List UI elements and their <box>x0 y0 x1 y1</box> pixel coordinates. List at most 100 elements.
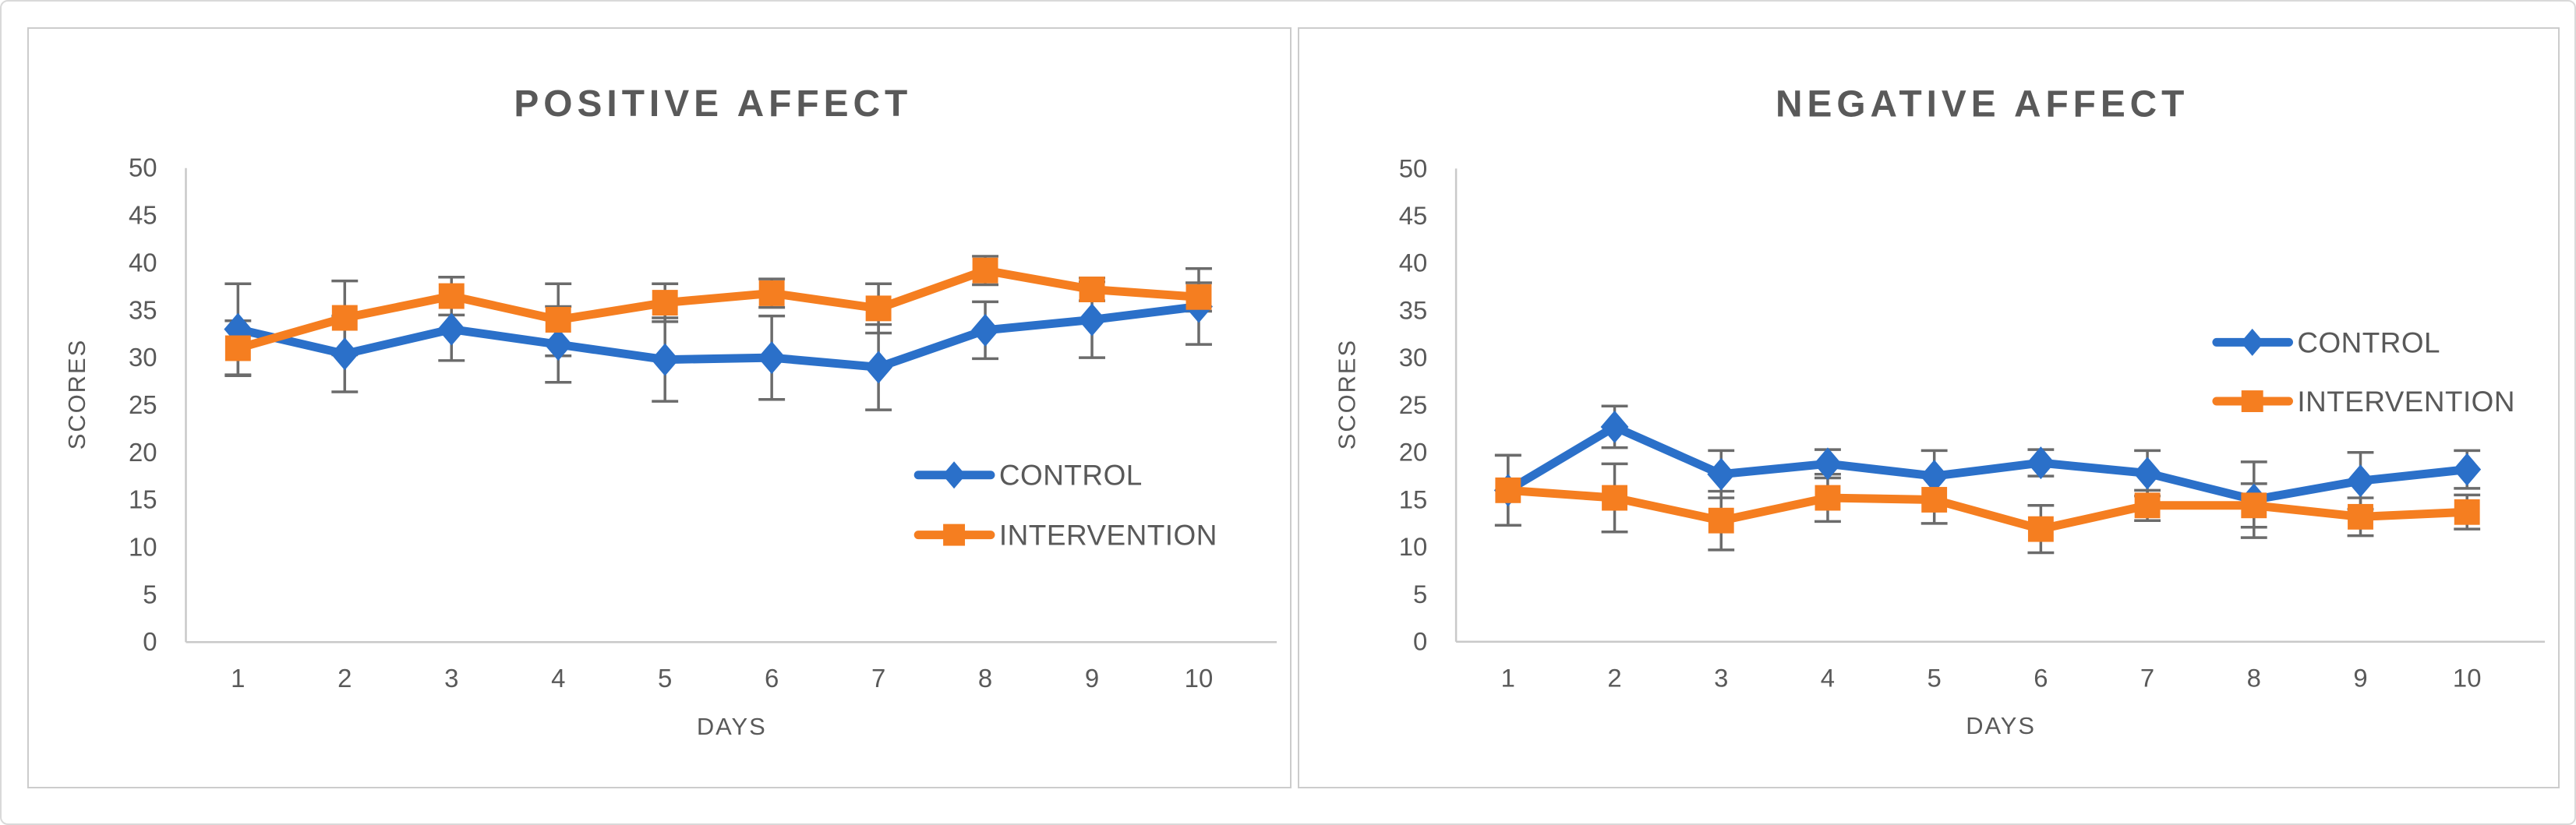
legend-item-intervention: INTERVENTION <box>913 520 1217 552</box>
y-tick-label: 30 <box>1399 343 1428 372</box>
x-tick-label: 7 <box>2140 663 2154 692</box>
legend-marker <box>942 461 966 489</box>
x-tick-label: 6 <box>2034 663 2048 692</box>
x-tick-label: 4 <box>1821 663 1835 692</box>
intervention-data-point-marker <box>1708 507 1734 534</box>
y-axis-title: SCORES <box>63 339 90 450</box>
intervention-data-point-marker <box>1815 485 1841 511</box>
y-tick-label: 15 <box>1399 485 1428 513</box>
intervention-data-point-marker <box>545 307 571 333</box>
x-tick-label: 8 <box>978 664 992 693</box>
intervention-data-point-marker <box>2134 492 2161 519</box>
control-data-point-marker <box>2133 457 2162 490</box>
x-tick-label: 2 <box>337 664 352 693</box>
legend-label: INTERVENTION <box>999 520 1217 552</box>
legend-label: INTERVENTION <box>2297 386 2515 418</box>
y-tick-label: 50 <box>129 153 157 182</box>
control-data-point-marker <box>2453 453 2482 486</box>
y-axis-title: SCORES <box>1334 339 1361 450</box>
x-tick-label: 10 <box>1185 664 1214 693</box>
legend-marker <box>2240 328 2264 356</box>
control-data-point-marker <box>2027 446 2055 480</box>
x-tick-label: 2 <box>1607 663 1621 692</box>
y-tick-label: 35 <box>1399 295 1428 324</box>
legend-label: CONTROL <box>999 460 1143 492</box>
control-data-point-marker <box>1814 447 1842 481</box>
control-data-point-marker <box>971 313 1000 347</box>
control-data-point-marker <box>1078 303 1106 337</box>
legend-marker <box>943 524 966 546</box>
intervention-data-point-marker <box>758 280 785 306</box>
legend-label: CONTROL <box>2297 326 2440 358</box>
intervention-data-point-marker <box>2241 492 2267 519</box>
intervention-data-point-marker <box>2454 499 2480 525</box>
intervention-data-point-marker <box>1921 487 1948 513</box>
intervention-data-point-marker <box>1079 277 1105 302</box>
intervention-data-point-marker <box>438 283 465 309</box>
control-data-point-marker <box>1920 460 1949 493</box>
legend-item-control: CONTROL <box>2212 326 2440 358</box>
y-tick-label: 25 <box>129 390 157 419</box>
intervention-data-point-marker <box>1495 477 1521 503</box>
legend-item-intervention: INTERVENTION <box>2212 386 2515 418</box>
intervention-data-point-marker <box>224 335 251 361</box>
intervention-data-point-marker <box>652 290 678 316</box>
y-tick-label: 0 <box>143 627 157 656</box>
x-tick-label: 1 <box>1501 663 1515 692</box>
y-tick-label: 20 <box>129 438 157 467</box>
x-tick-label: 7 <box>871 664 885 693</box>
x-tick-label: 3 <box>1714 663 1728 692</box>
y-tick-label: 45 <box>1399 201 1428 230</box>
y-tick-label: 50 <box>1399 153 1428 182</box>
intervention-data-point-marker <box>331 305 358 331</box>
x-axis-title: DAYS <box>1966 712 2036 739</box>
intervention-data-point-marker <box>972 257 998 284</box>
legend-item-control: CONTROL <box>913 460 1143 492</box>
x-tick-label: 5 <box>1928 663 1942 692</box>
control-series-line <box>233 301 1203 372</box>
y-tick-label: 45 <box>129 201 157 230</box>
x-tick-label: 9 <box>1085 664 1099 693</box>
control-data-point-marker <box>651 343 680 376</box>
x-tick-label: 8 <box>2247 663 2261 692</box>
y-tick-label: 0 <box>1413 627 1427 656</box>
y-tick-label: 10 <box>129 533 157 562</box>
x-tick-label: 4 <box>551 664 565 693</box>
y-tick-label: 15 <box>129 485 157 514</box>
x-tick-label: 9 <box>2353 663 2367 692</box>
control-data-point-marker <box>437 312 466 346</box>
chart-title: POSITIVE AFFECT <box>514 83 912 125</box>
y-tick-label: 20 <box>1399 438 1428 467</box>
negative-affect-chart: NEGATIVE AFFECT SCORES DAYS 051015202530… <box>1334 84 2546 739</box>
x-tick-label: 5 <box>658 664 672 693</box>
y-tick-label: 5 <box>143 580 157 608</box>
x-axis-title: DAYS <box>697 713 767 740</box>
intervention-series-line <box>1504 485 2472 534</box>
control-data-point-marker <box>1600 410 1629 443</box>
legend-marker <box>2241 390 2263 412</box>
intervention-data-point-marker <box>865 295 892 322</box>
intervention-data-point-marker <box>2348 503 2373 530</box>
y-tick-label: 5 <box>1413 580 1427 608</box>
intervention-data-point-marker <box>1186 284 1212 310</box>
intervention-data-point-marker <box>2027 516 2054 542</box>
intervention-series-line <box>233 266 1203 353</box>
y-tick-label: 30 <box>129 343 157 372</box>
control-data-point-marker <box>1707 457 1736 491</box>
x-tick-label: 10 <box>2453 663 2482 692</box>
control-series-line <box>1504 422 2472 504</box>
x-tick-label: 3 <box>444 664 458 693</box>
y-tick-label: 25 <box>1399 390 1428 419</box>
y-tick-label: 10 <box>1399 532 1428 561</box>
positive-affect-chart: POSITIVE AFFECT SCORES DAYS 051015202530… <box>63 83 1277 740</box>
control-data-point-marker <box>330 337 359 371</box>
control-data-point-marker <box>758 341 786 375</box>
y-tick-label: 40 <box>1399 249 1428 277</box>
chart-title: NEGATIVE AFFECT <box>1776 84 2189 125</box>
y-tick-label: 35 <box>129 295 157 324</box>
control-data-point-marker <box>864 351 893 384</box>
chart-panel-positive-affect: POSITIVE AFFECT SCORES DAYS 0 5 10 15 20 25 30… <box>27 27 1292 788</box>
